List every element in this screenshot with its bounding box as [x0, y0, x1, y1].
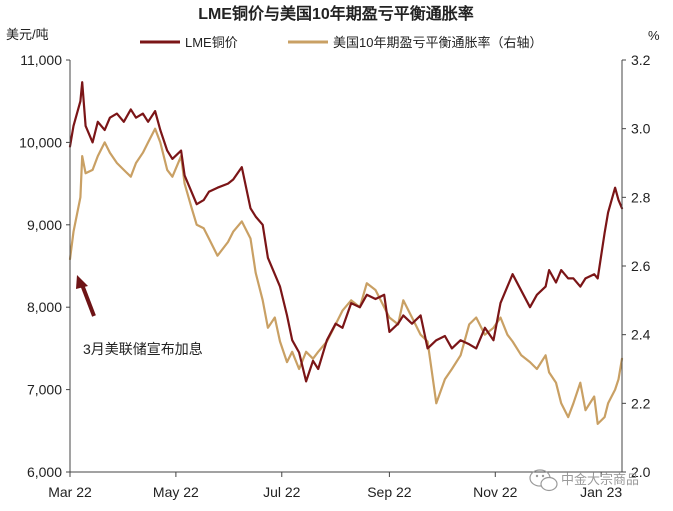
annotation-arrowhead [76, 275, 88, 289]
right-axis-tick-label: 2.2 [631, 395, 651, 411]
watermark: 中金大宗商品 [529, 469, 639, 492]
series-line-breakeven-inflation [68, 127, 624, 425]
x-axis-tick-label: Sep 22 [367, 484, 412, 500]
legend-label-breakeven: 美国10年期盈亏平衡通胀率（右轴） [333, 35, 542, 50]
left-axis-tick-label: 8,000 [27, 299, 62, 315]
right-axis-tick-label: 2.8 [631, 189, 651, 205]
left-axis-tick-label: 9,000 [27, 217, 62, 233]
watermark-text: 中金大宗商品 [561, 472, 639, 487]
right-axis-tick-label: 3.0 [631, 121, 651, 137]
left-axis-unit: 美元/吨 [6, 27, 49, 42]
chart-legend: LME铜价 美国10年期盈亏平衡通胀率（右轴） [140, 35, 542, 50]
series-layer [68, 81, 624, 425]
chart-title: LME铜价与美国10年期盈亏平衡通胀率 [198, 4, 474, 23]
left-axis-tick-label: 10,000 [19, 134, 62, 150]
right-axis-tick-label: 2.4 [631, 327, 651, 343]
left-axis-tick-label: 7,000 [27, 382, 62, 398]
x-axis-tick-label: May 22 [153, 484, 199, 500]
right-axis-tick-label: 3.2 [631, 52, 651, 68]
left-axis-tick-label: 11,000 [20, 52, 62, 68]
x-axis-tick-label: Jan 23 [580, 484, 622, 500]
axis-layer: 6,000 7,000 8,000 9,000 10,000 11,000 2.0 2.2 2.… [19, 52, 651, 500]
x-axis-tick-label: Nov 22 [473, 484, 518, 500]
legend-label-copper: LME铜价 [185, 35, 238, 50]
annotation-text: 3月美联储宣布加息 [83, 341, 203, 357]
x-axis-tick-label: Mar 22 [48, 484, 92, 500]
annotation-arrow [79, 281, 96, 317]
right-axis-unit: % [648, 28, 660, 43]
left-axis-tick-label: 6,000 [27, 464, 62, 480]
series-line-copper-price [68, 81, 624, 383]
annotation: 3月美联储宣布加息 [76, 275, 203, 357]
right-axis-tick-label: 2.0 [631, 464, 651, 480]
wechat-icon [529, 469, 558, 492]
right-axis-tick-label: 2.6 [631, 258, 651, 274]
x-axis-tick-label: Jul 22 [263, 484, 301, 500]
